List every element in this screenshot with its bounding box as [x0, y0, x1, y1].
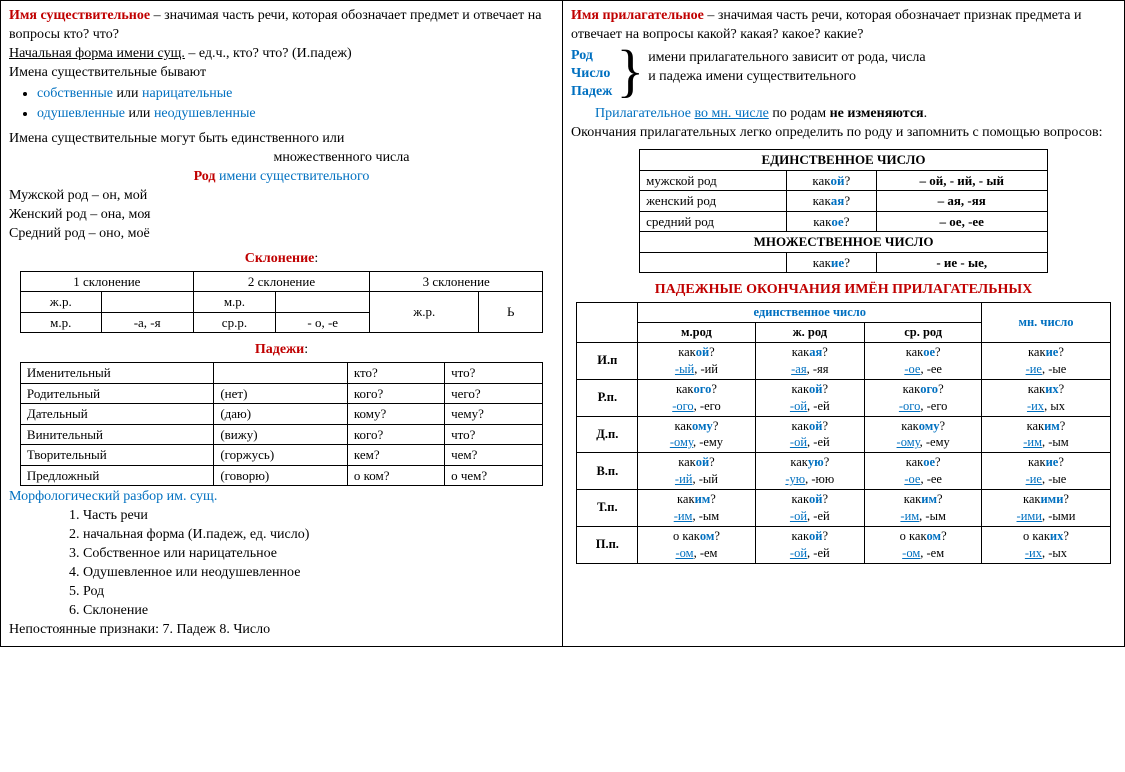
page-wrap: Имя существительное – значимая часть реч… [0, 0, 1125, 647]
rod-n: Средний род – оно, моё [9, 225, 554, 244]
number-line2: множественного числа [9, 149, 554, 168]
rod-heading: Род имени существительного [9, 168, 554, 187]
skl-heading: Склонение: [9, 250, 554, 269]
rcn-labels: Род Число Падеж [571, 47, 612, 102]
byvaut: Имена существительные бывают [9, 64, 554, 83]
pad-heading: Падежи: [9, 341, 554, 360]
po-heading: ПАДЕЖНЫЕ ОКОНЧАНИЯ ИМЁН ПРИЛАГАТЕЛЬНЫХ [571, 281, 1116, 300]
pril-note: Прилагательное во мн. числе по родам не … [571, 105, 1116, 124]
left-col: Имя существительное – значимая часть реч… [1, 1, 563, 646]
li-anim: одушевленные или неодушевленные [37, 105, 554, 124]
po-table: единственное числомн. число м.родж. родс… [576, 302, 1110, 563]
init-form: Начальная форма имени сущ. – ед.ч., кто?… [9, 45, 554, 64]
rcn-block: Род Число Падеж } имени прилагательного … [571, 47, 1116, 102]
adj-title: Имя прилагательное [571, 8, 704, 23]
brace-icon: } [616, 47, 644, 95]
morf-list: 1. Часть речи 2. начальная форма (И.паде… [69, 507, 554, 620]
noun-title: Имя существительное [9, 8, 150, 23]
skl-table: 1 склонение2 склонение3 склонение ж.р.м.… [20, 271, 543, 334]
rod-m: Мужской род – он, мой [9, 187, 554, 206]
rcn-text: имени прилагательного зависит от рода, ч… [648, 47, 925, 87]
edch-table: ЕДИНСТВЕННОЕ ЧИСЛО мужской родкакой?– ой… [639, 149, 1048, 273]
li-own: собственные или нарицательные [37, 85, 554, 104]
nepost: Непостоянные признаки: 7. Падеж 8. Число [9, 621, 554, 640]
ok-text: Окончания прилагательных легко определит… [571, 124, 1116, 143]
rod-f: Женский род – она, моя [9, 206, 554, 225]
number-line1: Имена существительные могут быть единств… [9, 130, 554, 149]
noun-def: Имя существительное – значимая часть реч… [9, 7, 554, 45]
morf-heading: Морфологический разбор им. сущ. [9, 488, 554, 507]
right-col: Имя прилагательное – значимая часть речи… [563, 1, 1124, 646]
pad-table: Именительныйкто?что?Родительный(нет)кого… [20, 362, 543, 486]
adj-def: Имя прилагательное – значимая часть речи… [571, 7, 1116, 45]
types-list: собственные или нарицательные одушевленн… [37, 85, 554, 125]
